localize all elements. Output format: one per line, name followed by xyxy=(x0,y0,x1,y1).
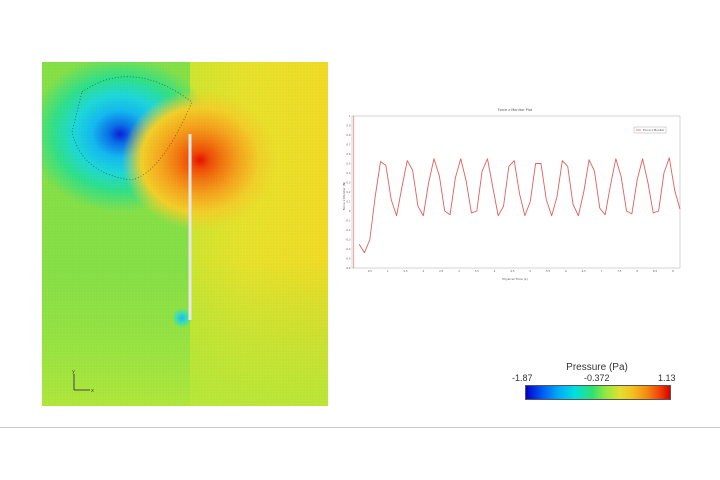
y-tick-label: 0.7 xyxy=(346,143,350,147)
pressure-contour-view[interactable] xyxy=(42,62,328,406)
plot-area xyxy=(351,115,681,269)
y-tick-label: -0.3 xyxy=(345,238,350,242)
x-tick-label: 0.5 xyxy=(368,269,372,273)
x-tick-label: 5.5 xyxy=(546,269,550,273)
y-tick-label: 0.5 xyxy=(346,162,350,166)
svg-text:x: x xyxy=(91,388,94,394)
y-tick-label: 0.6 xyxy=(346,152,350,156)
force-monitor-chart: Force z Monitor Plot -0.6-0.5-0.4-0.3-0.… xyxy=(342,108,681,281)
y-tick-label: 0.9 xyxy=(346,124,350,128)
chart-axes xyxy=(351,115,681,269)
y-tick-label: 0 xyxy=(349,209,351,213)
y-tick-label: 0.3 xyxy=(346,181,350,185)
y-tick-label: 1 xyxy=(349,114,351,118)
x-tick-label: 7.5 xyxy=(617,269,621,273)
x-tick-label: 2.5 xyxy=(439,269,443,273)
y-tick-label: -0.6 xyxy=(345,266,350,270)
colorbar-min-label: -1.87 xyxy=(512,373,533,383)
x-tick-label: 4.5 xyxy=(510,269,514,273)
chart-x-axis-label: Physical Time (s) xyxy=(502,277,527,281)
x-tick-label: 5 xyxy=(529,269,531,273)
chart-title: Force z Monitor Plot xyxy=(498,108,533,112)
chart-legend: Force z Monitor xyxy=(633,126,667,134)
svg-text:y: y xyxy=(72,369,75,375)
colorbar-title: Pressure (Pa) xyxy=(566,362,628,373)
colorbar-gradient xyxy=(525,385,671,400)
x-tick-label: 6.5 xyxy=(582,269,586,273)
y-tick-label: -0.4 xyxy=(345,247,350,251)
x-tick-label: 4 xyxy=(494,269,496,273)
x-tick-label: 2 xyxy=(422,269,424,273)
legend-label: Force z Monitor xyxy=(643,128,665,132)
x-tick-label: 7 xyxy=(601,269,603,273)
x-tick-label: 3 xyxy=(458,269,460,273)
colorbar-mid-label: -0.372 xyxy=(584,373,610,383)
chart-tick-labels: -0.6 -0.5 -0.4 -0.3 -0.2 -0.1 0 0.1 0.2 0.3 0.4 0.5… xyxy=(345,114,674,273)
y-tick-label: -0.2 xyxy=(345,228,350,232)
y-tick-label: -0.5 xyxy=(345,257,350,261)
colorbar-max-label: 1.13 xyxy=(658,373,676,383)
x-tick-label: 9 xyxy=(672,269,674,273)
axis-triad-icon: y x xyxy=(72,369,94,394)
chart-y-axis-label: Force z Monitor (N) xyxy=(342,182,346,211)
pressure-colorbar: Pressure (Pa) -1.87 -0.372 1.13 xyxy=(512,362,682,402)
pressure-contour-image xyxy=(42,62,328,406)
x-tick-label: 1.5 xyxy=(403,269,407,273)
x-tick-label: 8 xyxy=(636,269,638,273)
x-tick-label: 3.5 xyxy=(475,269,479,273)
y-tick-label: -0.1 xyxy=(345,219,350,223)
x-tick-label: 8.5 xyxy=(653,269,657,273)
x-tick-label: 6 xyxy=(565,269,567,273)
chart-series-group xyxy=(358,157,681,254)
series-line-force-z xyxy=(358,157,681,254)
footer-divider xyxy=(0,427,720,428)
y-tick-label: 0.1 xyxy=(346,200,350,204)
y-tick-label: 0.4 xyxy=(346,171,350,175)
y-tick-label: 0.8 xyxy=(346,133,350,137)
y-tick-label: 0.2 xyxy=(346,190,350,194)
force-monitor-plot[interactable]: Force z Monitor Plot -0.6 -0.5 -0.4 -0.3 -0.… xyxy=(340,106,684,286)
x-tick-label: 1 xyxy=(387,269,389,273)
